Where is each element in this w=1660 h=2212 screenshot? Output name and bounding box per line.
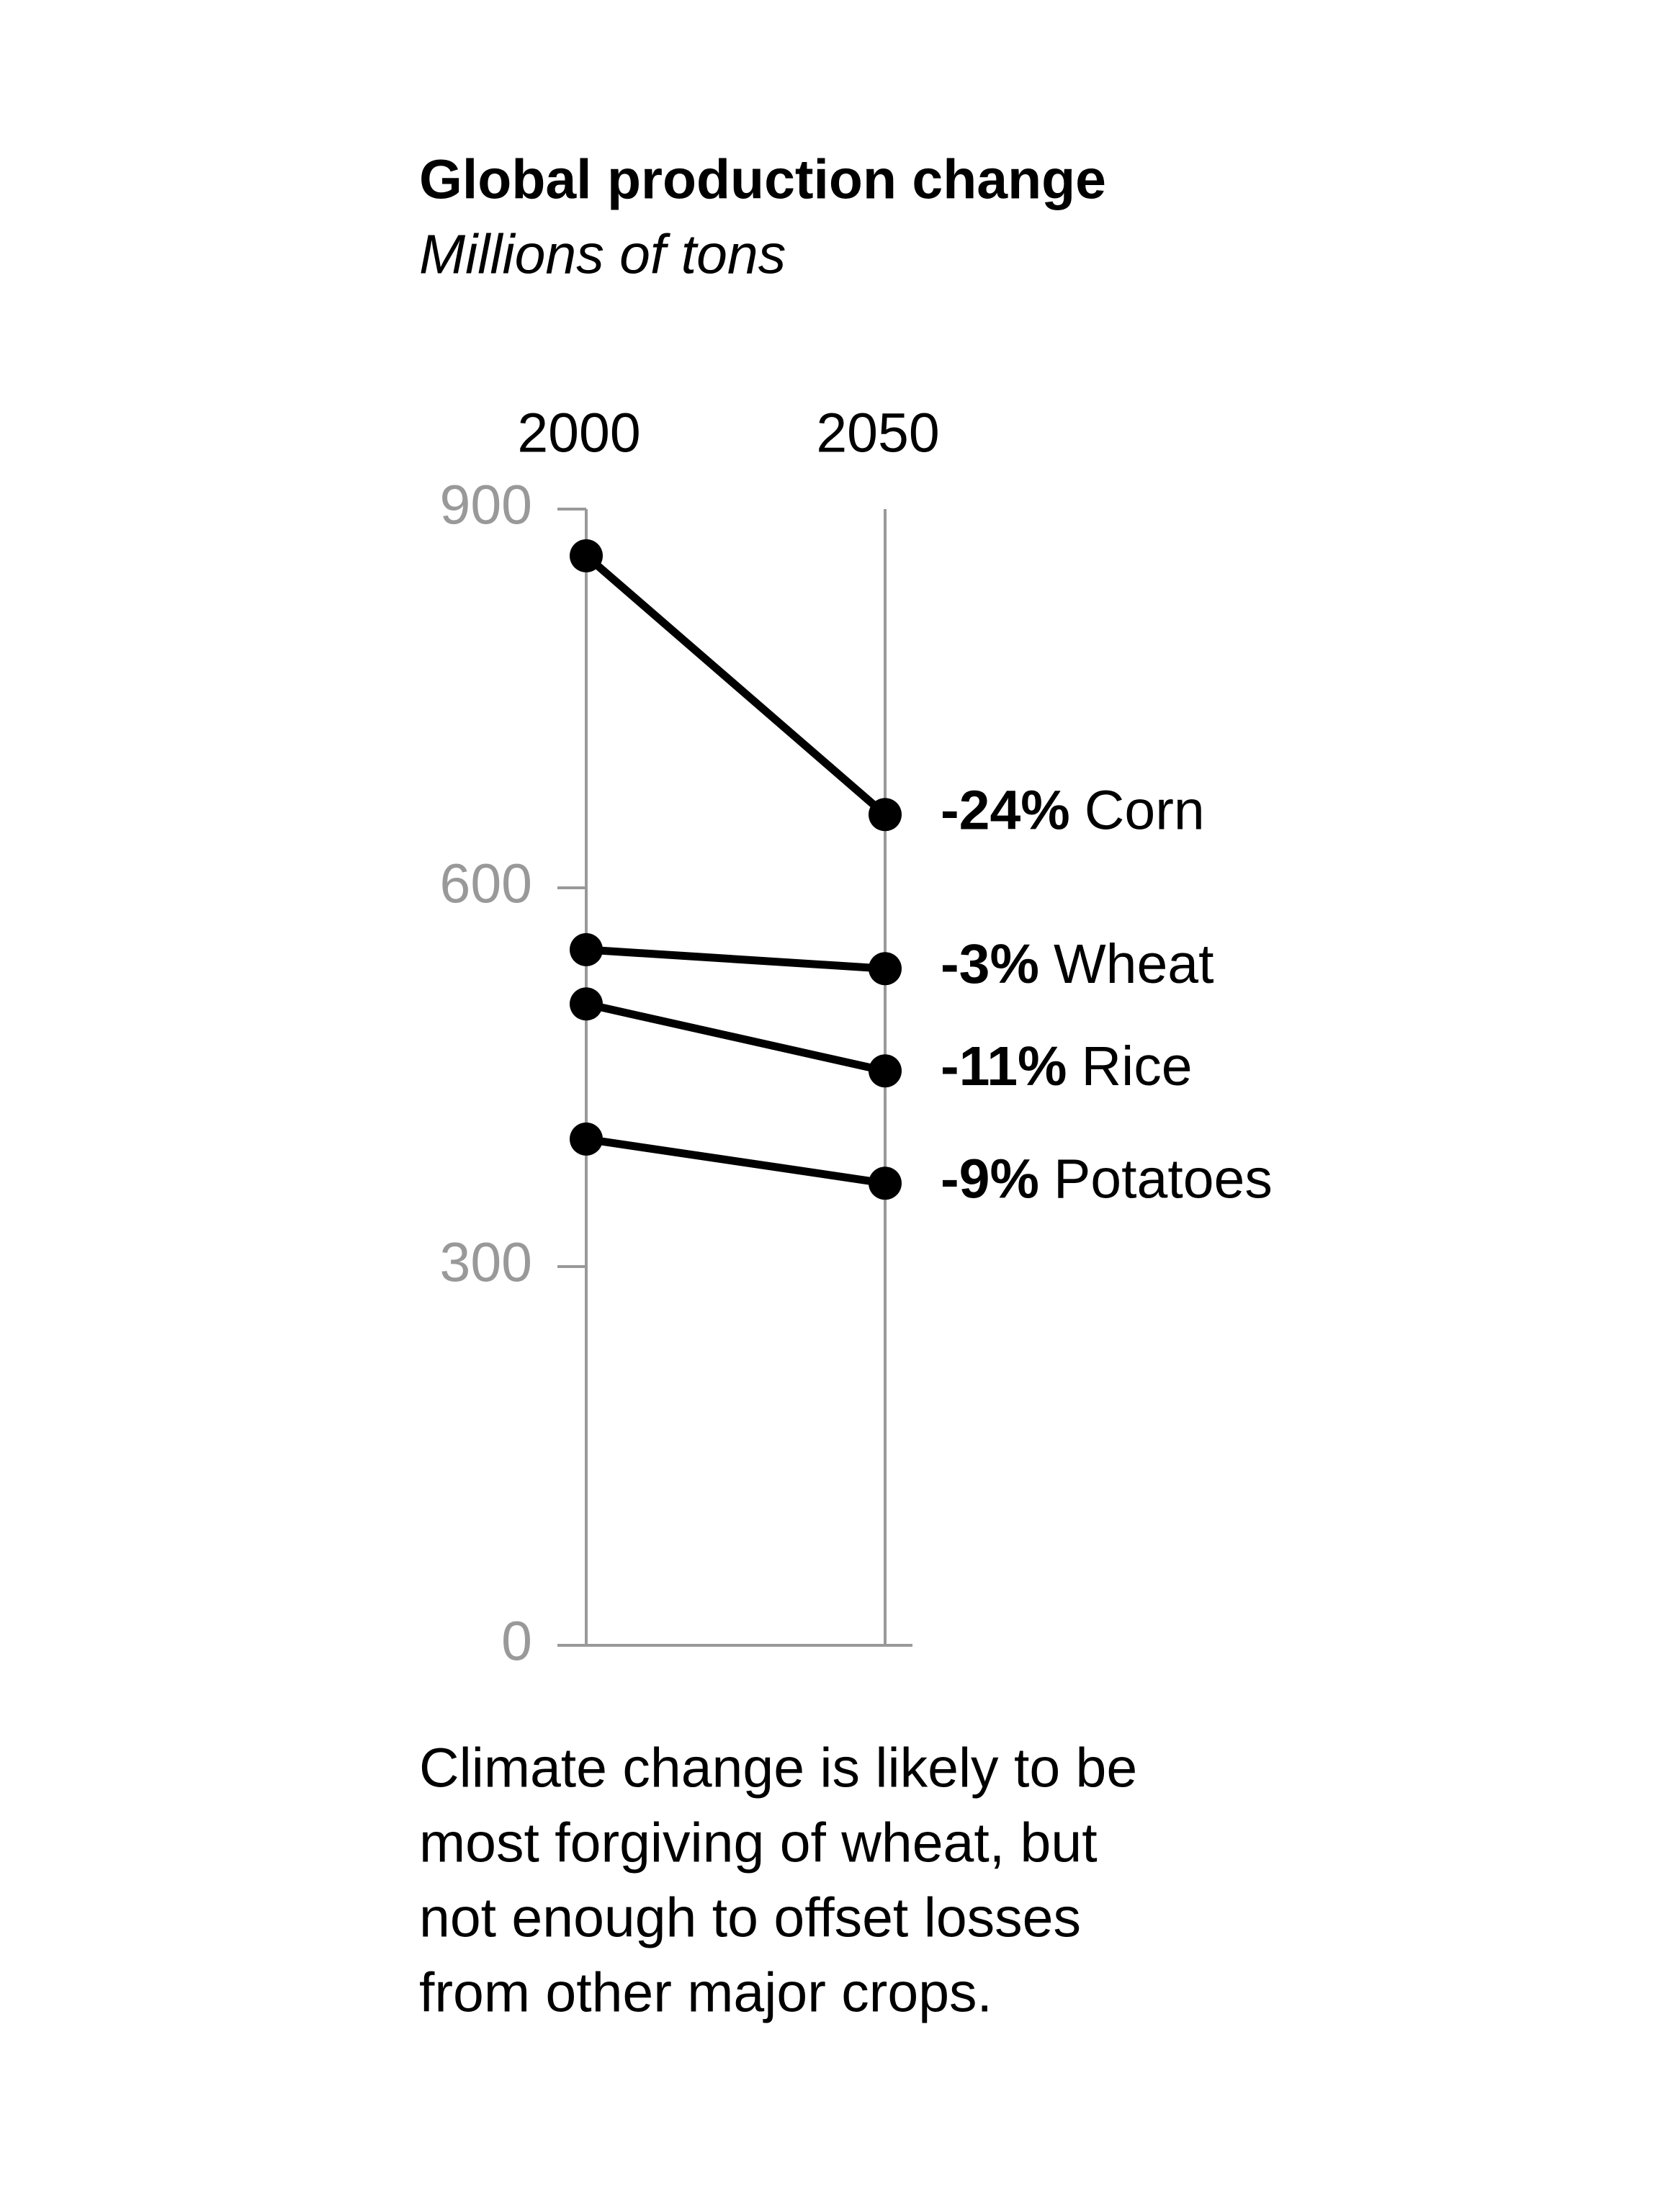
series-name: Corn <box>1085 780 1205 842</box>
series-name: Potatoes <box>1054 1148 1273 1210</box>
slope-line <box>586 945 886 973</box>
series-name: Wheat <box>1054 934 1214 996</box>
y-tick-label: 600 <box>440 853 532 914</box>
point <box>570 539 603 572</box>
y-tick-label: 300 <box>440 1231 532 1293</box>
change-label: -9% <box>941 1148 1039 1210</box>
series-label: -9% Potatoes <box>941 1148 1273 1210</box>
series-label: -11% Rice <box>941 1036 1193 1098</box>
point <box>869 1054 902 1088</box>
chart-subtitle: Millions of tons <box>419 223 786 285</box>
point <box>570 932 603 966</box>
point <box>869 1166 902 1200</box>
note-line: Climate change is likely to be <box>419 1737 1137 1799</box>
chart-title: Global production change <box>419 148 1106 210</box>
note-line: most forgiving of wheat, but <box>419 1812 1098 1874</box>
change-label: -24% <box>941 780 1070 842</box>
x-tick-label: 2050 <box>816 402 939 464</box>
slope-line <box>585 999 887 1075</box>
y-tick-label: 0 <box>501 1610 532 1672</box>
x-tick-label: 2000 <box>517 402 640 464</box>
point <box>570 987 603 1021</box>
point <box>570 1122 603 1156</box>
series-label: -3% Wheat <box>941 934 1213 996</box>
y-tick-label: 900 <box>440 474 532 536</box>
point <box>869 952 902 986</box>
slope-line <box>583 552 888 818</box>
slope-line <box>586 1135 886 1187</box>
change-label: -3% <box>941 934 1039 996</box>
note-line: from other major crops. <box>419 1961 992 2023</box>
note-line: not enough to offset losses <box>419 1887 1081 1948</box>
point <box>869 798 902 832</box>
series-name: Rice <box>1082 1036 1193 1098</box>
change-label: -11% <box>941 1036 1067 1098</box>
series-label: -24% Corn <box>941 780 1205 842</box>
